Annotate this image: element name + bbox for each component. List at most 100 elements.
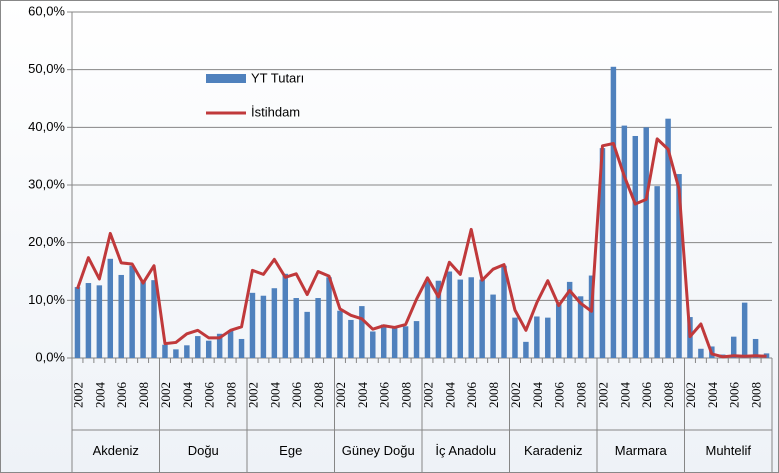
bar — [534, 316, 540, 358]
x-tick-label: 2004 — [267, 382, 282, 409]
bar — [140, 280, 146, 358]
bar — [435, 280, 442, 358]
bar — [588, 275, 595, 358]
bar — [413, 321, 420, 358]
bar — [195, 336, 201, 358]
bar — [577, 296, 584, 358]
bar — [282, 273, 289, 358]
y-tick-label: 20,0% — [28, 234, 65, 249]
bar — [96, 285, 103, 358]
bar — [468, 277, 474, 358]
group-label: Muhtelif — [705, 443, 751, 458]
bar — [698, 348, 704, 358]
x-tick-label: 2002 — [333, 382, 348, 408]
x-tick-label: 2006 — [552, 382, 567, 409]
bar — [370, 331, 376, 358]
bar — [610, 66, 617, 359]
x-tick-label: 2004 — [617, 382, 632, 409]
bar — [424, 281, 431, 358]
x-tick-label: 2004 — [180, 382, 195, 409]
y-tick-label: 30,0% — [28, 176, 65, 191]
x-tick-label: 2008 — [574, 382, 589, 408]
x-tick-label: 2008 — [136, 382, 151, 408]
group-label: Karadeniz — [524, 443, 583, 458]
bar — [337, 310, 343, 358]
bar — [479, 279, 485, 358]
bar — [446, 271, 453, 358]
x-tick-label: 2002 — [683, 382, 698, 408]
group-label: Akdeniz — [93, 443, 139, 458]
x-tick-label: 2008 — [224, 382, 239, 408]
bar — [227, 330, 234, 358]
bar — [523, 341, 529, 358]
bar — [741, 302, 748, 358]
x-tick-label: 2008 — [661, 382, 676, 408]
bar — [118, 274, 124, 358]
bar — [151, 280, 157, 358]
bar — [402, 326, 409, 358]
bar — [205, 340, 212, 358]
bar — [173, 349, 179, 358]
legend-label: İstihdam — [251, 104, 300, 119]
x-tick-label: 2004 — [355, 382, 370, 409]
bar — [74, 287, 81, 358]
bar — [107, 258, 114, 358]
y-tick-label: 50,0% — [28, 61, 65, 76]
y-tick-label: 0,0% — [35, 349, 65, 364]
bar — [315, 298, 321, 358]
x-tick-label: 2004 — [705, 382, 720, 409]
x-tick-label: 2006 — [727, 382, 742, 409]
x-tick-label: 2002 — [508, 382, 523, 408]
bar — [238, 338, 245, 358]
bar — [730, 336, 737, 358]
bar — [632, 135, 639, 358]
y-tick-label: 10,0% — [28, 292, 65, 307]
x-tick-label: 2002 — [420, 382, 435, 408]
bar — [162, 344, 168, 358]
bar — [184, 345, 190, 358]
bar — [249, 292, 256, 358]
x-tick-label: 2008 — [399, 382, 414, 408]
x-tick-label: 2004 — [530, 382, 545, 409]
legend-swatch — [206, 74, 246, 83]
bar — [665, 118, 671, 358]
bar — [555, 303, 562, 358]
bar — [457, 279, 464, 358]
bar — [129, 265, 135, 358]
bar — [501, 265, 507, 358]
legend-label: YT Tutarı — [251, 70, 304, 85]
bar — [490, 294, 496, 358]
bar — [348, 319, 354, 358]
x-tick-label: 2002 — [158, 382, 173, 408]
bar — [326, 277, 332, 358]
y-tick-label: 40,0% — [28, 119, 65, 134]
bar — [599, 148, 606, 358]
bar — [752, 338, 759, 358]
x-tick-label: 2006 — [202, 382, 217, 409]
x-tick-label: 2008 — [311, 382, 326, 408]
group-label: Marmara — [615, 443, 668, 458]
x-tick-label: 2006 — [289, 382, 304, 409]
bar — [359, 306, 365, 358]
bar — [545, 317, 551, 358]
bar — [654, 186, 660, 358]
x-tick-label: 2006 — [639, 382, 654, 409]
group-label: İç Anadolu — [435, 443, 496, 458]
bar — [293, 298, 299, 358]
x-tick-label: 2004 — [442, 382, 457, 409]
bar — [85, 283, 92, 358]
group-label: Ege — [279, 443, 302, 458]
bar — [621, 125, 628, 358]
x-tick-label: 2002 — [595, 382, 610, 408]
x-tick-label: 2002 — [70, 382, 85, 408]
bar — [512, 317, 518, 358]
x-tick-label: 2006 — [114, 382, 129, 409]
bar — [216, 333, 223, 358]
bar — [676, 174, 682, 358]
bar — [643, 127, 649, 358]
group-label: Güney Doğu — [342, 443, 415, 458]
bar — [380, 324, 387, 358]
x-tick-label: 2006 — [464, 382, 479, 409]
x-tick-label: 2002 — [245, 382, 260, 408]
